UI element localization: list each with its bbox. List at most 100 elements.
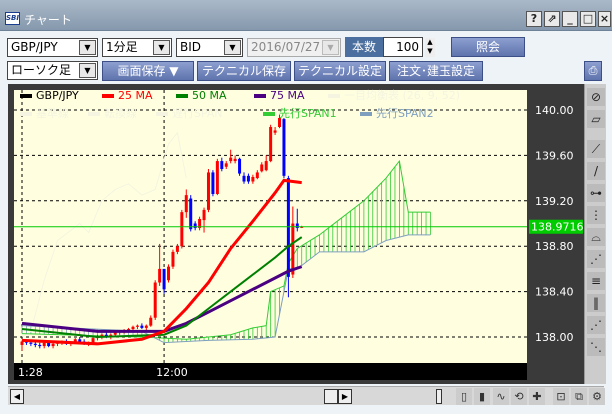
candle-body xyxy=(162,268,166,290)
copy-chart-icon[interactable]: ▮ xyxy=(474,388,490,405)
candle-body xyxy=(273,130,277,133)
minimize-button[interactable]: _ xyxy=(562,11,578,27)
candle-body xyxy=(242,175,246,182)
candle-body xyxy=(255,172,259,179)
query-button[interactable]: 照会 xyxy=(451,37,525,57)
save-technical-button[interactable]: テクニカル保存▼ xyxy=(197,61,291,96)
chevron-down-icon: ▼ xyxy=(79,63,96,78)
legend-swatch xyxy=(102,94,114,98)
timeframe-select[interactable]: 1分足 ▼ xyxy=(102,38,172,57)
candle-body xyxy=(171,251,175,267)
candle-body xyxy=(158,268,162,283)
line-segment-icon[interactable]: / xyxy=(587,162,605,180)
candle-body xyxy=(38,344,42,347)
candle-body xyxy=(149,317,153,326)
candle-body xyxy=(229,157,233,162)
legend-label: 基準線 xyxy=(36,106,69,120)
legend-swatch xyxy=(20,112,32,116)
crosshair-icon[interactable]: ✚ xyxy=(529,388,545,405)
gann-fan-icon[interactable]: ⋰ xyxy=(587,316,605,334)
popout-button[interactable]: ⇗ xyxy=(544,11,560,27)
y-tick-label: 139.60 xyxy=(535,149,574,162)
help-button[interactable]: ? xyxy=(526,11,542,27)
window-title: チャート xyxy=(24,13,72,27)
count-label: 本数 xyxy=(345,37,383,57)
chart-compare-icon[interactable]: ⧉ xyxy=(571,388,587,405)
candle-body xyxy=(295,223,299,229)
new-chart-icon[interactable]: ▯ xyxy=(456,388,472,405)
drawing-toolbar: ⊘ ▱ ⟋ / ⊶ ⋮ ⌓ ⋰ ≡ ‖ ⋰ ⋱ xyxy=(584,84,606,384)
candle-body xyxy=(175,246,179,252)
fibonacci-time-icon[interactable]: ‖ xyxy=(587,294,605,312)
legend-label: 一目均衡表 (26, 9, 52) xyxy=(344,88,460,102)
horizontal-scrollbar[interactable]: ◀ ▶ ▯ ▮ ∿ ⟲ ✚ ⊡ ⧉ ⚙ xyxy=(8,386,605,405)
legend-label: 転換線 xyxy=(104,106,137,120)
candle-body xyxy=(282,119,286,176)
chart-svg[interactable]: 140.00 139.60 139.20 138.80 138.40 138.00 1:28… xyxy=(8,84,584,380)
candle-body xyxy=(246,175,250,182)
legend-swatch xyxy=(263,112,275,116)
pair-select[interactable]: GBP/JPY ▼ xyxy=(7,38,98,57)
fibonacci-arc-icon[interactable]: ⌓ xyxy=(587,228,605,246)
candle-body xyxy=(113,332,117,335)
current-price-badge xyxy=(529,219,583,234)
date-value: 2016/07/27 xyxy=(251,40,321,54)
line-chart-icon[interactable]: ∿ xyxy=(493,388,509,405)
legend-swatch xyxy=(20,94,32,98)
scroll-handle[interactable] xyxy=(436,389,442,404)
candle-body xyxy=(251,176,255,182)
candle-body xyxy=(286,178,290,277)
candle-body xyxy=(278,117,282,128)
order-settings-button[interactable]: 注文･建玉設定 xyxy=(389,61,483,81)
title-bar: SBI チャート ? ⇗ _ □ × xyxy=(0,0,612,31)
refresh-icon[interactable]: ⟲ xyxy=(511,388,527,405)
scroll-thumb[interactable] xyxy=(324,389,338,404)
candle-body xyxy=(135,325,139,327)
chart-settings-icon[interactable]: ⚙ xyxy=(589,388,605,405)
candle-body xyxy=(260,164,264,172)
technical-settings-button[interactable]: テクニカル設定 xyxy=(294,61,386,81)
price-type-select[interactable]: BID ▼ xyxy=(176,38,243,57)
chikou-span-line xyxy=(21,131,187,338)
vertical-line-icon[interactable]: ⋮ xyxy=(587,206,605,224)
parallel-lines-icon[interactable]: ≡ xyxy=(587,272,605,290)
print-icon[interactable]: ⎙ xyxy=(584,61,602,81)
chart-type-value: ローソク足 xyxy=(11,63,72,77)
legend-swatch xyxy=(360,112,372,116)
candle-body xyxy=(202,209,206,221)
chart-zoom-icon[interactable]: ⊡ xyxy=(553,388,569,405)
candle-body xyxy=(20,341,24,345)
ma25-line xyxy=(21,178,302,346)
candle-body xyxy=(78,339,82,342)
count-input[interactable] xyxy=(383,37,423,57)
legend-label: 先行SPAN2 xyxy=(376,107,434,120)
candle-body xyxy=(167,266,171,281)
close-button[interactable]: × xyxy=(598,11,611,27)
candle-body xyxy=(220,161,224,170)
ma75-line xyxy=(21,265,303,333)
current-price-label: 138.9716 xyxy=(531,221,584,234)
ma50-line xyxy=(21,236,303,339)
chart-type-select[interactable]: ローソク足 ▼ xyxy=(7,61,98,80)
legend-label: 25 MA xyxy=(118,89,153,102)
legend-swatch xyxy=(156,112,168,116)
scroll-right-button[interactable]: ▶ xyxy=(338,389,352,404)
pair-value: GBP/JPY xyxy=(11,40,58,54)
gann-fan-down-icon[interactable]: ⋱ xyxy=(587,338,605,356)
eraser-icon[interactable]: ▱ xyxy=(587,110,605,128)
candle-body xyxy=(140,325,144,328)
fibonacci-fan-icon[interactable]: ⋰ xyxy=(587,250,605,268)
candle-body xyxy=(131,326,135,330)
chart-panel: 140.00 139.60 139.20 138.80 138.40 138.00 1:28… xyxy=(8,84,584,384)
no-draw-icon[interactable]: ⊘ xyxy=(587,88,605,106)
price-type-value: BID xyxy=(180,40,202,54)
date-select[interactable]: 2016/07/27 ▼ xyxy=(247,38,341,57)
trend-line-icon[interactable]: ⟋ xyxy=(587,140,605,158)
save-screen-button[interactable]: 画面保存 ▼ xyxy=(102,61,194,81)
count-stepper[interactable]: ▲ ▼ xyxy=(425,38,435,57)
scroll-left-button[interactable]: ◀ xyxy=(10,389,24,404)
horizontal-line-icon[interactable]: ⊶ xyxy=(587,184,605,202)
sbi-logo: SBI xyxy=(5,12,20,25)
maximize-button[interactable]: □ xyxy=(580,11,596,27)
candle-body xyxy=(180,212,184,247)
